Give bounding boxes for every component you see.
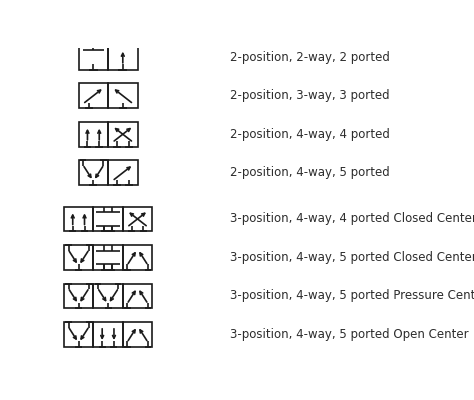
Bar [108,45,137,70]
Bar [79,160,108,185]
Bar [123,284,152,308]
Text: 2-position, 4-way, 5 ported: 2-position, 4-way, 5 ported [230,166,390,179]
Text: 2-position, 4-way, 4 ported: 2-position, 4-way, 4 ported [230,128,390,141]
Bar [64,322,93,347]
Bar [123,245,152,270]
Bar [64,207,93,231]
Bar [79,122,108,146]
Bar [79,84,108,108]
Bar [64,284,93,308]
Bar [93,245,123,270]
Bar [108,84,137,108]
Bar [93,284,123,308]
Bar [93,322,123,347]
Text: 3-position, 4-way, 5 ported Open Center: 3-position, 4-way, 5 ported Open Center [230,328,468,341]
Text: 2-position, 3-way, 3 ported: 2-position, 3-way, 3 ported [230,89,389,102]
Text: 3-position, 4-way, 4 ported Closed Center: 3-position, 4-way, 4 ported Closed Cente… [230,212,474,226]
Text: 3-position, 4-way, 5 ported Pressure Center: 3-position, 4-way, 5 ported Pressure Cen… [230,290,474,302]
Bar [64,245,93,270]
Bar [93,207,123,231]
Text: 2-position, 2-way, 2 ported: 2-position, 2-way, 2 ported [230,51,390,64]
Bar [123,322,152,347]
Bar [79,45,108,70]
Bar [108,160,137,185]
Bar [108,122,137,146]
Bar [123,207,152,231]
Text: 3-position, 4-way, 5 ported Closed Center: 3-position, 4-way, 5 ported Closed Cente… [230,251,474,264]
